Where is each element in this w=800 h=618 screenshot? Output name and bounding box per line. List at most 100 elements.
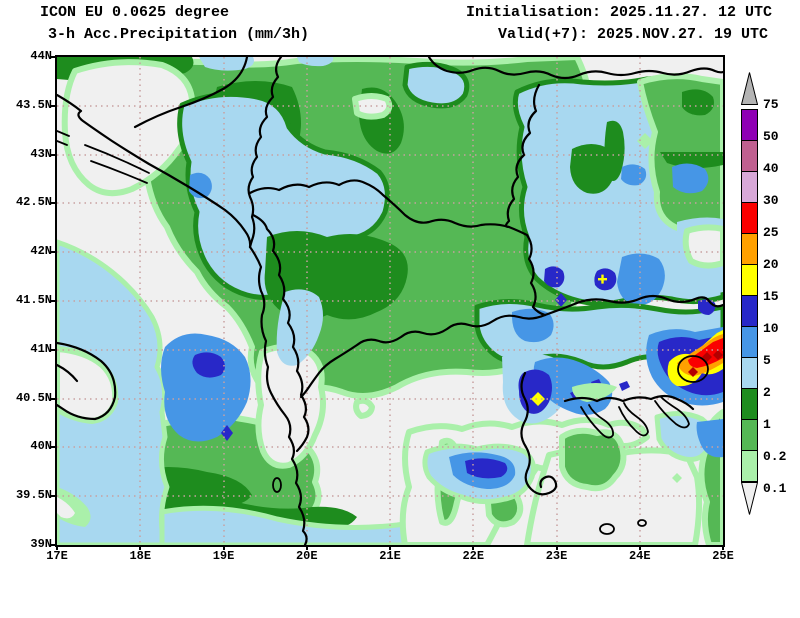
lon-tick — [222, 545, 225, 550]
darkgreen-ne-strip — [660, 152, 723, 169]
danube-border — [427, 57, 723, 80]
darkgreen-ne-blob — [682, 89, 714, 116]
legend-boundary-label: 0.1 — [763, 481, 787, 496]
lightblue-e-serbia — [402, 61, 470, 109]
serbia-bulgaria-macedonia-border — [504, 83, 547, 317]
lat-axis-label: 42.5N — [15, 195, 52, 210]
green-mass-se-left — [559, 427, 627, 492]
colorbar-block — [741, 202, 758, 234]
kassandra-peninsula — [580, 404, 614, 439]
max-marker-diamond — [531, 392, 545, 406]
darkblue-bit-c — [619, 381, 630, 391]
lat-tick — [50, 544, 55, 546]
lat-tick — [50, 202, 55, 205]
precip-map-svg — [57, 57, 723, 545]
colorbar-block — [741, 450, 758, 482]
lightgreen-diamond-ne — [637, 133, 653, 149]
greece-macedonia-albania-border — [299, 313, 547, 399]
lat-tick — [50, 104, 55, 107]
darkblue-adriatic-spot — [192, 352, 225, 378]
lightblue-top-patch-b — [297, 57, 334, 67]
colorbar-block — [741, 171, 758, 203]
sithonia-peninsula — [618, 402, 649, 437]
chalkidiki-coast — [563, 394, 695, 411]
model-title: ICON EU 0.0625 degree — [40, 4, 230, 21]
legend-boundary-label: 40 — [763, 161, 779, 176]
colorbar-block — [741, 264, 758, 296]
colorbar-block — [741, 326, 758, 358]
lat-axis-label: 43.5N — [15, 97, 52, 112]
lon-axis-label: 23E — [545, 549, 568, 563]
italy-coastline — [57, 341, 117, 421]
colorbar-overflow-arrow — [740, 72, 759, 105]
lat-tick — [50, 153, 55, 156]
lat-tick — [50, 300, 55, 302]
lat-tick — [50, 495, 55, 498]
colorbar-block — [741, 357, 758, 389]
colorbar-block — [741, 419, 758, 451]
athos-peninsula — [654, 396, 690, 429]
dry-sw-corner-streak — [57, 497, 75, 519]
legend-boundary-label: 75 — [763, 97, 779, 112]
sporades-island-b — [637, 519, 647, 527]
lat-axis-label: 43N — [30, 146, 52, 161]
sporades-island-a — [599, 523, 615, 535]
corfu-island — [272, 477, 282, 493]
lat-axis-label: 40N — [30, 439, 52, 454]
legend-boundary-label: 0.2 — [763, 449, 787, 464]
lat-tick — [50, 446, 55, 449]
lat-axis-label: 44N — [30, 49, 52, 63]
colorbar-block — [741, 109, 758, 141]
lon-tick — [555, 545, 558, 550]
darkblue-sporades — [465, 458, 508, 479]
montenegro-albania-east-border — [251, 213, 310, 453]
colorbar-block — [741, 388, 758, 420]
colorbar-underflow-arrow — [740, 482, 759, 515]
midblue-core-spot — [189, 172, 212, 199]
lon-tick — [722, 545, 724, 550]
colorbar-blocks — [741, 109, 758, 482]
legend-boundary-label: 10 — [763, 321, 779, 336]
greek-east-coastline — [520, 371, 558, 496]
lon-axis-label: 17E — [46, 549, 68, 563]
max-marker-plus-v — [601, 274, 604, 284]
darkblue-diamond-sm — [555, 293, 567, 307]
lat-axis-label: 42N — [30, 244, 52, 259]
init-time-label: Initialisation: 2025.11.27. 12 UTC — [465, 4, 772, 21]
midblue-right-edge — [696, 419, 723, 458]
colorbar-block — [741, 233, 758, 265]
lon-axis-label: 21E — [379, 549, 401, 563]
lon-tick — [305, 545, 308, 550]
lon-tick — [389, 545, 391, 550]
dry-italy-heel — [57, 346, 119, 424]
country-borders — [57, 57, 723, 545]
lon-axis-label: 19E — [212, 549, 235, 563]
darkblue-border-spot — [544, 266, 565, 288]
precip-colorbar — [740, 72, 759, 520]
lon-axis-label: 18E — [129, 549, 152, 563]
legend-boundary-label: 5 — [763, 353, 771, 368]
adriatic-coastline — [57, 93, 308, 545]
dry-spot-albania-south — [353, 397, 375, 419]
lat-axis-label: 41N — [30, 341, 52, 356]
lon-tick — [56, 545, 58, 550]
bosnia-croatia-border — [133, 57, 249, 129]
dry-sliver-right — [682, 224, 723, 269]
colorbar-block — [741, 140, 758, 172]
legend-boundary-label: 15 — [763, 289, 779, 304]
lat-axis-label: 41.5N — [15, 293, 52, 307]
legend-boundary-label: 2 — [763, 385, 771, 400]
midblue-bulg-a — [621, 164, 647, 186]
storm-cell-red — [688, 338, 723, 368]
lat-tick — [50, 56, 55, 58]
lightblue-top-patch-a — [199, 57, 254, 71]
valid-time-label: Valid(+7): 2025.NOV.27. 19 UTC — [497, 26, 768, 43]
lon-axis-label: 22E — [462, 549, 485, 563]
lat-axis-label: 39.5N — [15, 488, 52, 503]
legend-boundary-label: 25 — [763, 225, 779, 240]
lon-tick — [139, 545, 142, 550]
lat-tick — [50, 348, 55, 351]
drina-border — [247, 57, 283, 249]
map-canvas — [55, 55, 725, 547]
